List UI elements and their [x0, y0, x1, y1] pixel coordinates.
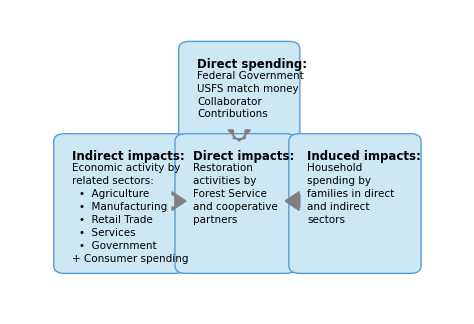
Text: related sectors:: related sectors: [72, 176, 154, 186]
Text: Restoration: Restoration [193, 163, 253, 173]
Text: •  Agriculture: • Agriculture [80, 189, 150, 199]
Text: Collaborator: Collaborator [197, 97, 262, 107]
Text: Forest Service: Forest Service [193, 189, 267, 199]
Text: •  Retail Trade: • Retail Trade [80, 215, 153, 225]
FancyBboxPatch shape [179, 41, 300, 146]
Text: activities by: activities by [193, 176, 257, 186]
Text: Direct impacts:: Direct impacts: [193, 150, 295, 163]
Text: Direct spending:: Direct spending: [197, 58, 307, 71]
Text: Household: Household [307, 163, 363, 173]
Text: •  Services: • Services [80, 228, 136, 238]
Text: USFS match money: USFS match money [197, 84, 299, 94]
Text: Economic activity by: Economic activity by [72, 163, 181, 173]
Text: partners: partners [193, 215, 237, 225]
Polygon shape [285, 192, 300, 210]
FancyArrowPatch shape [105, 212, 357, 265]
Polygon shape [228, 130, 251, 141]
Text: sectors: sectors [307, 215, 345, 225]
Text: Federal Government: Federal Government [197, 71, 304, 81]
Text: spending by: spending by [307, 176, 371, 186]
Text: and indirect: and indirect [307, 202, 370, 212]
Text: Induced impacts:: Induced impacts: [307, 150, 421, 163]
Text: Contributions: Contributions [197, 110, 268, 120]
FancyBboxPatch shape [54, 134, 186, 273]
FancyBboxPatch shape [175, 134, 296, 273]
FancyBboxPatch shape [289, 134, 421, 273]
Text: + Consumer spending: + Consumer spending [72, 254, 189, 264]
Text: and cooperative: and cooperative [193, 202, 278, 212]
Text: •  Manufacturing: • Manufacturing [80, 202, 168, 212]
Text: families in direct: families in direct [307, 189, 394, 199]
Text: •  Government: • Government [80, 241, 157, 251]
Text: Indirect impacts:: Indirect impacts: [72, 150, 185, 163]
Polygon shape [172, 192, 186, 210]
